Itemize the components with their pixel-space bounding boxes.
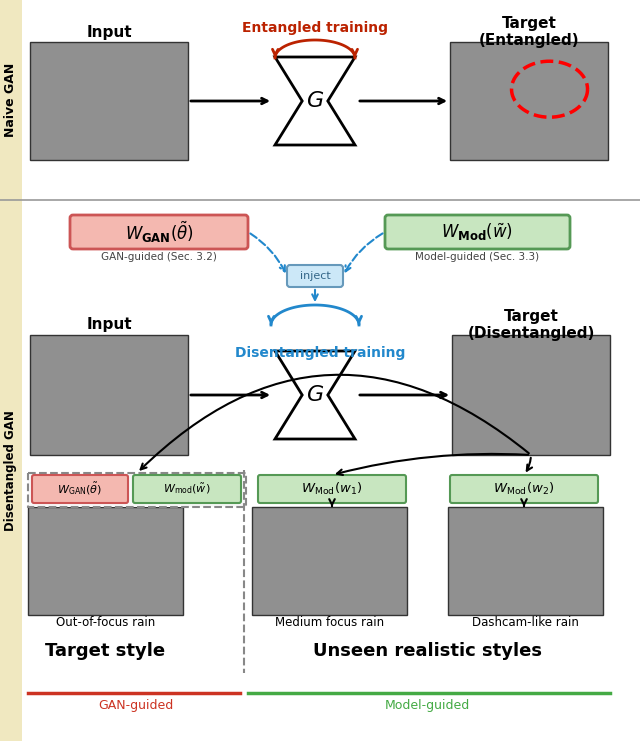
Bar [450, 42, 608, 160]
FancyBboxPatch shape [287, 265, 343, 287]
Text: $W_{\mathrm{Mod}}(w_1)$: $W_{\mathrm{Mod}}(w_1)$ [301, 481, 363, 497]
Bar [28, 507, 183, 615]
Text: Target
(Disentangled): Target (Disentangled) [467, 309, 595, 341]
Text: $G$: $G$ [306, 91, 324, 111]
FancyBboxPatch shape [385, 215, 570, 249]
FancyBboxPatch shape [32, 475, 128, 503]
Bar [30, 42, 188, 160]
FancyBboxPatch shape [70, 215, 248, 249]
Polygon shape [275, 351, 355, 439]
Text: Input: Input [86, 317, 132, 333]
Bar [28, 473, 246, 507]
Bar [252, 507, 407, 615]
FancyBboxPatch shape [450, 475, 598, 503]
Polygon shape [275, 57, 355, 145]
Text: Disentangled training: Disentangled training [235, 346, 405, 360]
Text: $W_{\mathrm{mod}}(\tilde{w})$: $W_{\mathrm{mod}}(\tilde{w})$ [163, 482, 211, 496]
Text: Disentangled GAN: Disentangled GAN [4, 410, 17, 531]
Text: $W_{\mathrm{GAN}}(\tilde{\theta})$: $W_{\mathrm{GAN}}(\tilde{\theta})$ [58, 481, 102, 497]
Text: Target style: Target style [45, 642, 166, 660]
Text: Model-guided (Sec. 3.3): Model-guided (Sec. 3.3) [415, 252, 540, 262]
Text: Medium focus rain: Medium focus rain [275, 617, 384, 630]
Text: Input: Input [86, 24, 132, 39]
Text: GAN-guided (Sec. 3.2): GAN-guided (Sec. 3.2) [101, 252, 217, 262]
Text: Target
(Entangled): Target (Entangled) [479, 16, 579, 48]
Text: GAN-guided: GAN-guided [99, 699, 173, 711]
Text: Dashcam-like rain: Dashcam-like rain [472, 617, 579, 630]
FancyBboxPatch shape [133, 475, 241, 503]
Bar [452, 335, 610, 455]
Text: Out-of-focus rain: Out-of-focus rain [56, 617, 155, 630]
FancyBboxPatch shape [258, 475, 406, 503]
Text: Model-guided: Model-guided [385, 699, 470, 711]
Bar [30, 335, 188, 455]
Text: Naive GAN: Naive GAN [4, 63, 17, 137]
Text: Unseen realistic styles: Unseen realistic styles [313, 642, 542, 660]
Text: Entangled training: Entangled training [242, 21, 388, 35]
Text: $G$: $G$ [306, 385, 324, 405]
Text: $W_{\mathbf{Mod}}(\tilde{w})$: $W_{\mathbf{Mod}}(\tilde{w})$ [442, 222, 513, 242]
Text: $W_{\mathrm{Mod}}(w_2)$: $W_{\mathrm{Mod}}(w_2)$ [493, 481, 555, 497]
Text: $W_{\mathbf{GAN}}(\tilde{\theta})$: $W_{\mathbf{GAN}}(\tilde{\theta})$ [125, 219, 193, 245]
Text: inject: inject [300, 271, 330, 281]
Bar [448, 507, 603, 615]
